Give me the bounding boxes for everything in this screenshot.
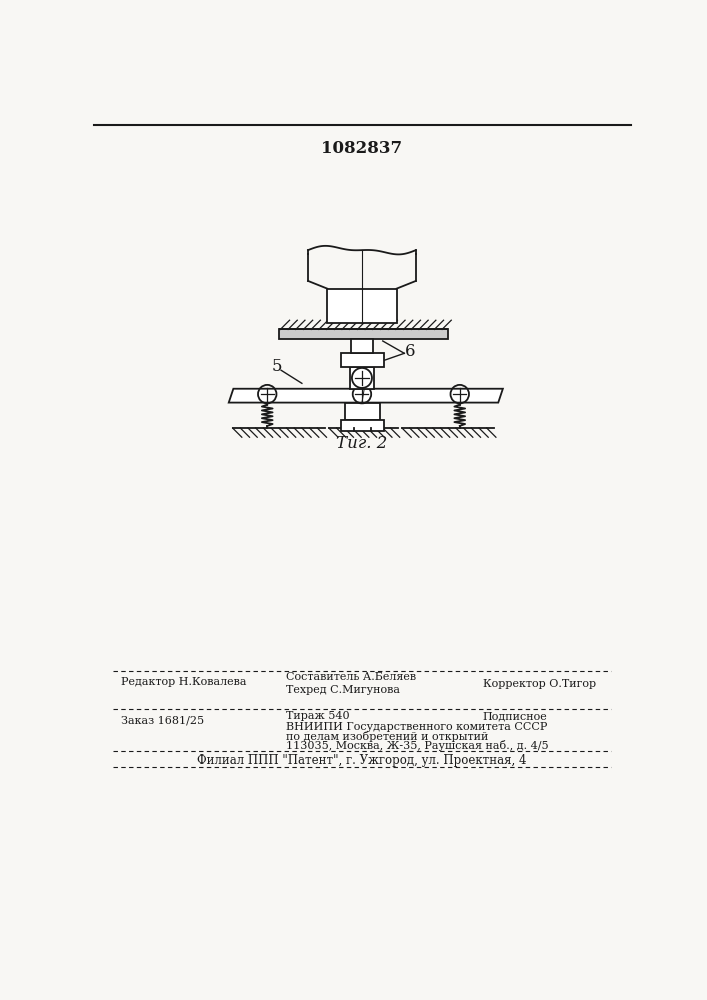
Bar <box>279 329 448 339</box>
Bar <box>341 353 383 367</box>
Text: 5: 5 <box>271 358 281 375</box>
Text: Редактор Н.Ковалева: Редактор Н.Ковалева <box>121 677 247 687</box>
Text: Подписное: Подписное <box>483 711 548 721</box>
Bar <box>351 339 373 353</box>
Text: Заказ 1681/25: Заказ 1681/25 <box>121 716 204 726</box>
Bar <box>345 403 380 420</box>
Text: ВНИИПИ Государственного комитета СССР: ВНИИПИ Государственного комитета СССР <box>286 722 548 732</box>
Text: 1082837: 1082837 <box>322 140 402 157</box>
Text: Корректор О.Тигор: Корректор О.Тигор <box>483 679 596 689</box>
Text: Τиг. 2: Τиг. 2 <box>337 435 387 452</box>
Text: 113035, Москва, Ж-35, Раушская наб., д. 4/5: 113035, Москва, Ж-35, Раушская наб., д. … <box>286 740 549 751</box>
Text: по делам изобретений и открытий: по делам изобретений и открытий <box>286 730 489 742</box>
Text: Тираж 540: Тираж 540 <box>286 711 350 721</box>
Polygon shape <box>229 389 503 403</box>
Text: 6: 6 <box>404 342 415 360</box>
Text: Филиал ППП "Патент", г. Ужгород, ул. Проектная, 4: Филиал ППП "Патент", г. Ужгород, ул. Про… <box>197 754 527 767</box>
Text: Составитель А.Беляев: Составитель А.Беляев <box>286 672 416 682</box>
Bar <box>327 289 397 323</box>
Bar <box>341 420 383 431</box>
Text: Техред С.Мигунова: Техред С.Мигунова <box>286 685 400 695</box>
Bar <box>351 367 373 389</box>
